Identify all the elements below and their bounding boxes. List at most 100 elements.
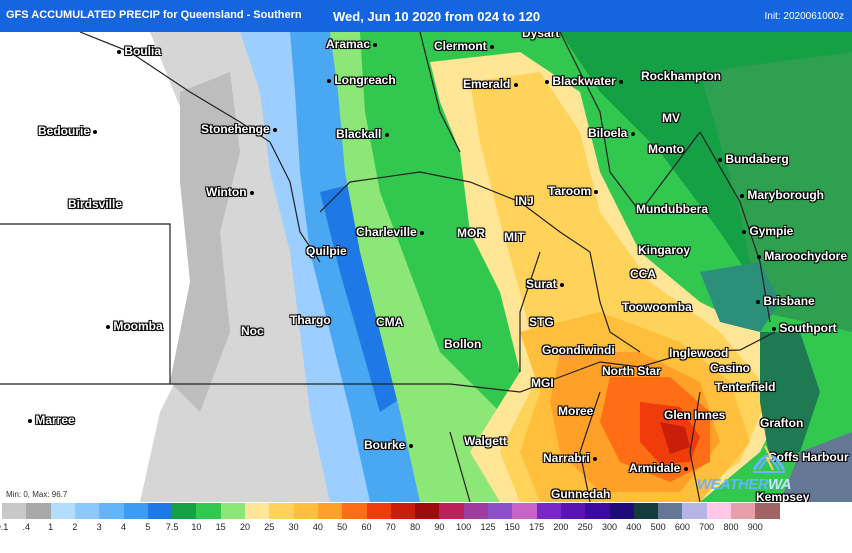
place-label: Winton [206,185,254,199]
place-label: Southport [772,321,837,335]
legend-swatch [390,503,416,519]
place-label: Noc [241,324,264,338]
legend-swatch [415,503,440,519]
place-name: Gunnedah [551,487,611,501]
place-name: Coffs Harbour [768,450,849,464]
legend-swatch [658,503,683,519]
legend-swatch [366,503,392,519]
place-name: INJ [515,194,534,208]
legend-label: 400 [626,522,642,532]
legend-label: 90 [434,522,445,532]
place-label: Stonehenge [201,122,278,136]
place-label: Marree [28,413,75,427]
place-name: Maryborough [747,188,825,202]
legend-label: 200 [553,522,569,532]
place-label: Blackwater [545,74,624,88]
legend-label: 900 [747,522,763,532]
legend-label: 4 [120,522,126,532]
place-name: Clermont [434,39,487,53]
place-label: Maroochydore [757,249,847,263]
place-name: Rockhampton [641,69,722,83]
place-name: Biloela [588,126,628,140]
place-label: Tenterfield [715,380,775,394]
legend-swatch [74,503,100,519]
place-name: MGI [531,376,554,390]
place-label: Longreach [327,73,396,87]
place-name: Gympie [749,224,794,238]
town-marker [560,282,565,287]
place-name: Kempsey [756,490,810,502]
legend-swatch [342,503,367,519]
place-name: Tenterfield [715,380,776,394]
place-name: Goondiwindi [542,343,615,357]
place-name: Boulia [124,44,162,58]
place-label: Bedourie [38,124,98,138]
place-label: Brisbane [756,294,815,308]
legend-swatch [755,503,781,519]
place-label: STG [529,315,554,329]
place-name: Moree [558,404,594,418]
place-name: Narrabri [543,451,590,465]
town-marker [373,42,378,47]
place-name: North Star [602,364,661,378]
legend-swatch [245,503,270,519]
place-name: Brisbane [763,294,815,308]
place-label: Bollon [444,337,481,351]
town-marker [756,299,760,304]
place-label: Boulia [117,44,161,58]
legend-label: 30 [288,522,299,532]
legend-label: 125 [480,522,496,532]
town-marker [106,324,110,329]
place-name: Surat [526,277,557,291]
legend-swatch [585,503,610,519]
place-label: Coffs Harbour [768,450,849,464]
legend-swatch [439,503,465,519]
place-label: Grafton [760,416,803,430]
place-label: Emerald [463,77,518,91]
place-name: Birdsville [68,197,123,211]
weatherwatch-logo: WEATHERWA [697,440,847,500]
legend-swatch [172,503,197,519]
place-label: Narrabri [543,451,598,465]
place-label: Walgett [464,434,507,448]
place-name: CMA [376,315,404,329]
town-marker [117,49,121,54]
forecast-period: Wed, Jun 10 2020 from 024 to 120 [333,9,541,24]
place-name: Casino [710,361,751,375]
legend-label: 300 [601,522,618,532]
place-label: Bundaberg [718,152,789,166]
place-label: Casino [710,361,750,375]
town-marker [594,189,599,194]
legend-label: 10 [191,522,202,532]
place-name: Dysart [522,32,560,40]
legend-swatch [488,503,513,519]
town-marker [772,326,776,331]
town-marker [273,127,278,132]
place-name: MV [662,111,680,125]
town-marker [630,131,635,136]
place-label: Bourke [364,438,413,452]
legend-label: 0.1 [0,522,9,532]
place-name: Noc [241,324,264,338]
place-label: Toowoomba [622,300,692,314]
place-label: Inglewood [669,346,728,360]
place-name: MIT [504,230,525,244]
place-label: Maryborough [740,188,824,202]
town-marker [420,230,425,235]
town-marker [28,418,32,423]
legend-swatch [317,503,343,519]
place-label: CCA [630,267,656,281]
legend-swatch [463,503,489,519]
town-marker [593,456,598,461]
place-name: Bourke [364,438,406,452]
town-marker [718,157,722,162]
place-name: Grafton [760,416,804,430]
legend-label: 150 [504,522,520,532]
place-name: Stonehenge [201,122,270,136]
legend-swatch [731,503,756,519]
town-marker [742,229,746,234]
legend-swatch [123,503,149,519]
town-marker [93,129,98,134]
place-label: Monto [648,142,684,156]
legend-label: 2 [72,522,78,532]
